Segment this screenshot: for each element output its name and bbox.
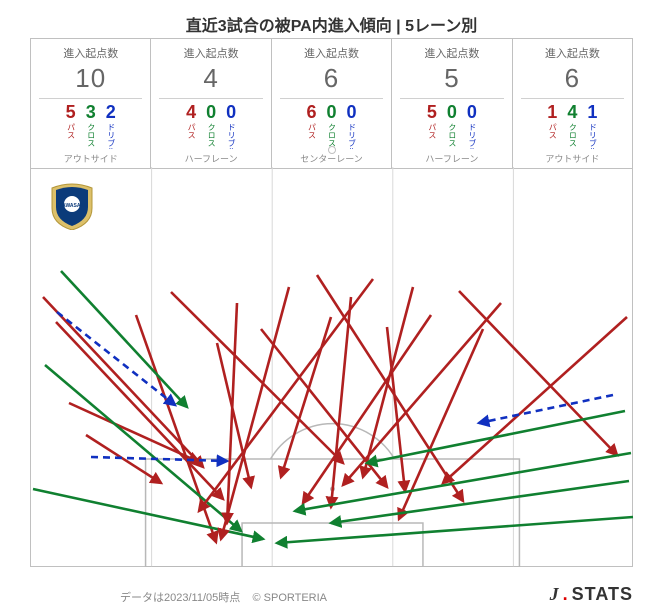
pass-arrow (136, 315, 216, 542)
stat-cross: 3クロス (86, 103, 96, 155)
stat-cell: 進入起点数 10 5パス 3クロス 2ドリブル (30, 38, 150, 160)
stat-divider (159, 98, 262, 99)
stat-dribble: 0ドリブル (467, 103, 477, 155)
pass-arrow (281, 317, 331, 477)
team-badge: KAWASAKI (48, 182, 96, 230)
footer: データは2023/11/05時点 © SPORTERIA J. STATS (0, 584, 663, 605)
chart-canvas: 直近3試合の被PA内進入傾向 | 5レーン別 進入起点数 10 5パス 3クロス 2ドリ… (0, 0, 663, 611)
stat-label: 進入起点数 (35, 45, 146, 61)
stat-cell: 進入起点数 4 4パス 0クロス 0ドリブル (150, 38, 270, 160)
stat-total: 10 (35, 63, 146, 94)
stat-divider (521, 98, 624, 99)
stat-divider (280, 98, 383, 99)
stat-pass: 4パス (186, 103, 196, 155)
pass-arrow (459, 291, 617, 455)
cross-arrow (367, 411, 625, 463)
pass-arrow (317, 275, 463, 501)
data-note: データは2023/11/05時点 (120, 592, 240, 604)
stat-triples: 4パス 0クロス 0ドリブル (155, 103, 266, 155)
stat-triples: 5パス 3クロス 2ドリブル (35, 103, 146, 155)
stat-total: 4 (155, 63, 266, 94)
pass-arrow (199, 279, 373, 511)
stat-label: 進入起点数 (155, 45, 266, 61)
stat-dribble: 2ドリブル (106, 103, 116, 155)
stat-cell: 進入起点数 6 1パス 4クロス 1ドリブル (512, 38, 633, 160)
cross-arrow (61, 271, 187, 407)
pass-arrow (363, 287, 413, 477)
stat-cross: 4クロス (567, 103, 577, 155)
stat-cell: 進入起点数 5 5パス 0クロス 0ドリブル (391, 38, 511, 160)
brand-stats: STATS (572, 584, 633, 605)
stat-label: 進入起点数 (517, 45, 628, 61)
stat-row: 進入起点数105パス3クロス2ドリブル進入起点数44パス0クロス0ドリブル進入起… (30, 38, 633, 160)
stat-label: 進入起点数 (276, 45, 387, 61)
stat-divider (400, 98, 503, 99)
stat-divider (39, 98, 142, 99)
stat-cross: 0クロス (447, 103, 457, 155)
pass-arrow (171, 292, 343, 463)
copyright: © SPORTERIA (252, 592, 327, 604)
stat-pass: 5パス (427, 103, 437, 155)
pass-arrow (69, 403, 199, 462)
brand-j: J (550, 584, 559, 605)
brand-logo: J. STATS (550, 584, 633, 605)
stat-dribble: 1ドリブル (587, 103, 597, 155)
chart-title: 直近3試合の被PA内進入傾向 | 5レーン別 (0, 12, 663, 36)
stat-total: 6 (517, 63, 628, 94)
stat-cross: 0クロス (206, 103, 216, 155)
pitch-area (30, 167, 633, 567)
pass-arrow (56, 322, 223, 499)
cross-arrow (331, 481, 629, 523)
stat-pass: 5パス (66, 103, 76, 155)
footer-left: データは2023/11/05時点 © SPORTERIA (120, 589, 327, 605)
stat-dribble: 0ドリブル (347, 103, 357, 155)
stat-cell: 進入起点数66パス0クロス0ドリブル (271, 38, 391, 160)
lane-label: アウトサイド (512, 149, 633, 169)
pitch-svg (31, 167, 634, 567)
lane-label: アウトサイド (30, 149, 150, 169)
cross-arrow (45, 365, 241, 531)
stat-pass: 1パス (547, 103, 557, 155)
stat-total: 5 (396, 63, 507, 94)
stat-triples: 1パス 4クロス 1ドリブル (517, 103, 628, 155)
stat-dribble: 0ドリブル (226, 103, 236, 155)
stat-label: 進入起点数 (396, 45, 507, 61)
svg-text:KAWASAKI: KAWASAKI (59, 203, 87, 209)
brand-dot: . (563, 584, 568, 605)
pass-arrow (331, 297, 351, 507)
lane-label: ハーフレーン (150, 149, 270, 169)
stat-total: 6 (276, 63, 387, 94)
stat-pass: 6パス (306, 103, 316, 155)
lane-center-dot (328, 146, 336, 154)
stat-triples: 5パス 0クロス 0ドリブル (396, 103, 507, 155)
cross-arrow (277, 517, 633, 543)
lane-label: ハーフレーン (391, 149, 511, 169)
dribble-arrow (479, 395, 613, 423)
